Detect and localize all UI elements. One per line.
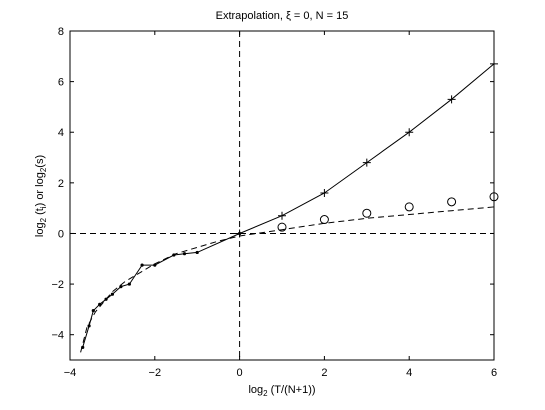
y-tick-label: −2 <box>51 279 64 291</box>
circle-marker <box>489 192 499 202</box>
y-tick-label: 2 <box>58 178 64 190</box>
x-tick-label: 2 <box>321 367 327 379</box>
circle-marker <box>362 208 372 218</box>
plus-marker <box>490 59 498 68</box>
y-axis-ticks: −4 −2 0 2 4 6 8 <box>51 26 494 342</box>
fit-line <box>80 206 495 353</box>
circle-marker <box>447 197 457 207</box>
y-tick-label: 6 <box>58 77 64 89</box>
plus-marker <box>447 95 456 104</box>
data-point <box>195 250 199 255</box>
series-solid-plus <box>235 59 498 238</box>
series-line <box>239 63 495 234</box>
plus-marker <box>405 128 414 137</box>
data-point <box>153 263 157 267</box>
circle-marker <box>319 215 329 225</box>
x-tick-label: 6 <box>491 367 497 379</box>
plus-marker <box>278 211 286 220</box>
series-dashed-fit <box>80 206 495 353</box>
x-tick-label: −4 <box>64 367 77 379</box>
x-axis-label: log2 (T/(N+1)) <box>248 384 315 398</box>
x-tick-label: 4 <box>406 367 412 379</box>
chart-title: Extrapolation, ξ = 0, N = 15 <box>216 10 349 22</box>
plus-marker <box>362 158 371 167</box>
series-layer <box>80 59 499 353</box>
plus-marker <box>320 188 329 197</box>
series-solid-dots <box>81 231 242 349</box>
circle-marker <box>404 202 414 212</box>
data-point <box>110 292 114 296</box>
circle-marker <box>277 222 287 232</box>
data-point <box>91 309 95 313</box>
plot-area <box>69 30 495 361</box>
y-tick-label: 0 <box>58 228 64 240</box>
data-point <box>119 285 123 289</box>
series-line <box>82 233 240 348</box>
data-point <box>140 263 144 267</box>
reference-lines <box>70 31 494 360</box>
y-axis-label: log2 (ti) or log2(s) <box>34 155 48 237</box>
data-point <box>182 252 187 256</box>
x-tick-label: −2 <box>149 367 162 379</box>
y-tick-label: 8 <box>58 26 64 38</box>
x-axis-ticks: −4 −2 0 2 4 6 <box>64 31 497 379</box>
series-circles <box>277 192 499 232</box>
y-tick-label: −4 <box>51 330 64 342</box>
data-point <box>127 282 131 286</box>
data-point <box>87 324 91 328</box>
x-tick-label: 0 <box>237 367 243 379</box>
y-tick-label: 4 <box>58 127 64 139</box>
